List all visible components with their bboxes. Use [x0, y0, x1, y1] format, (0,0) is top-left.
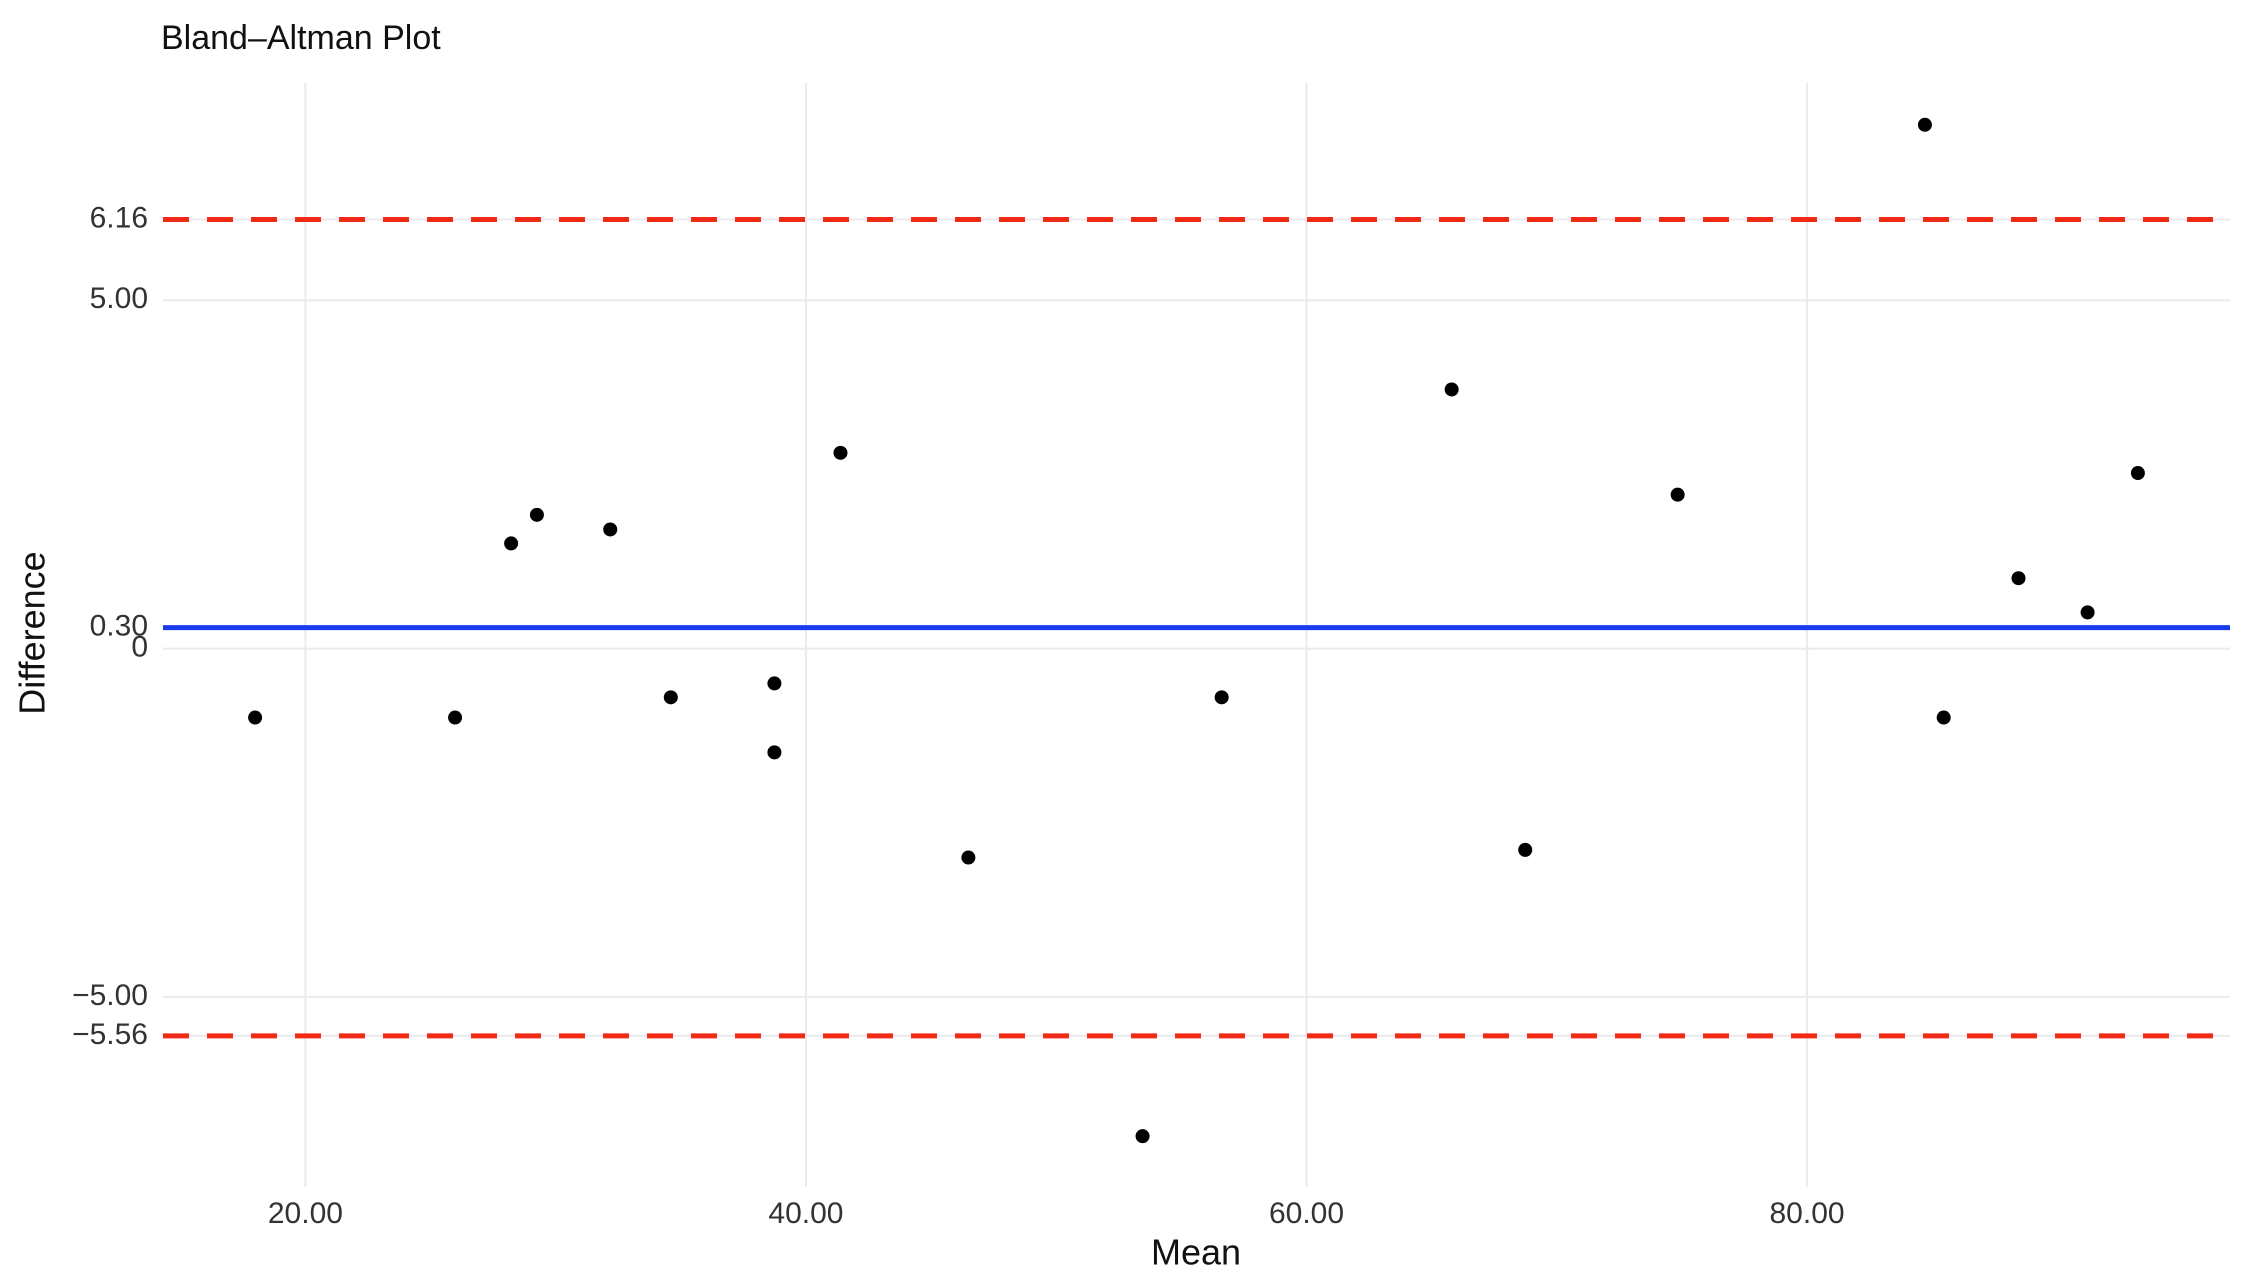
point: [767, 676, 782, 691]
x-tick-label: 20.00: [268, 1197, 343, 1230]
y-axis-title: Difference: [12, 551, 53, 714]
point: [663, 690, 678, 705]
point: [2080, 605, 2095, 620]
x-tick-label: 40.00: [768, 1197, 843, 1230]
point: [1936, 710, 1951, 725]
point: [504, 536, 519, 551]
y-tick-label: −5.00: [72, 979, 148, 1012]
point: [961, 850, 976, 865]
y-tick-label: −5.56: [72, 1018, 148, 1051]
point: [248, 710, 263, 725]
point: [833, 445, 848, 460]
point: [767, 745, 782, 760]
chart-title: Bland–Altman Plot: [161, 19, 441, 57]
point: [1214, 690, 1229, 705]
y-tick-label: 0.30: [90, 610, 148, 643]
x-tick-label: 60.00: [1269, 1197, 1344, 1230]
x-tick-label: 80.00: [1770, 1197, 1845, 1230]
point: [448, 710, 463, 725]
y-tick-label: 6.16: [90, 201, 148, 234]
point: [1670, 487, 1685, 502]
point: [1917, 117, 1932, 132]
point: [1518, 842, 1533, 857]
point: [1135, 1129, 1150, 1144]
point: [603, 522, 618, 537]
point: [1444, 382, 1459, 397]
y-tick-label: 0: [131, 631, 148, 664]
y-tick-label: 5.00: [90, 282, 148, 315]
point: [2130, 466, 2145, 481]
point: [2011, 571, 2026, 586]
x-axis-title: Mean: [1151, 1232, 1241, 1273]
point: [529, 507, 544, 522]
